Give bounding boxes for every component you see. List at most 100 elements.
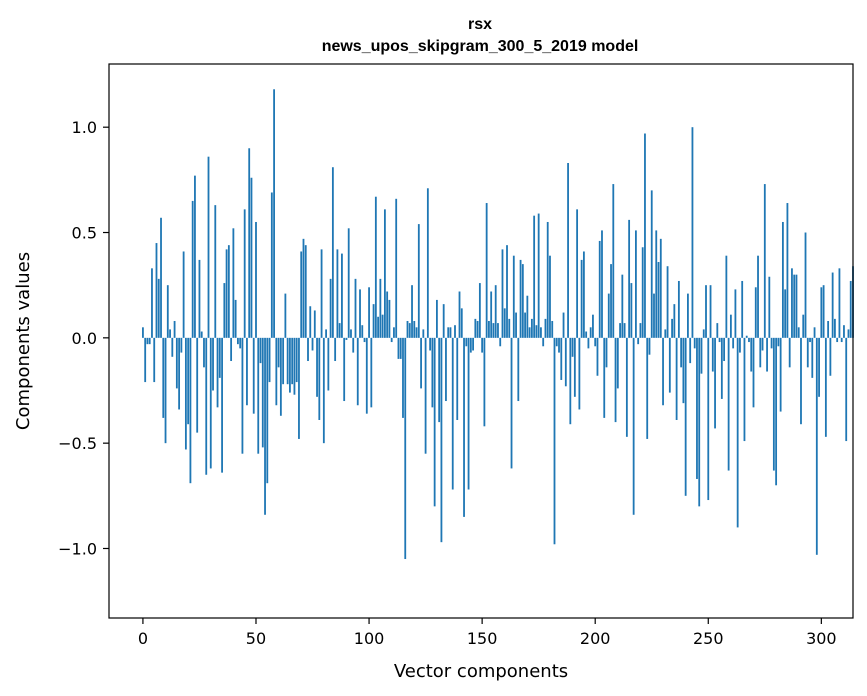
bar <box>426 188 429 338</box>
bar <box>230 337 233 362</box>
bar <box>451 337 454 490</box>
bar <box>155 243 158 338</box>
bar <box>791 268 793 338</box>
bar <box>736 337 739 528</box>
bar <box>232 228 235 338</box>
bar <box>781 221 784 338</box>
bar <box>415 327 418 338</box>
bar <box>463 337 465 517</box>
bar <box>675 337 678 420</box>
bar <box>214 205 217 338</box>
bar <box>684 337 687 496</box>
bar <box>632 337 635 515</box>
bar <box>316 337 318 397</box>
bar <box>402 337 404 418</box>
bar <box>526 295 529 338</box>
bar <box>732 337 735 349</box>
bar <box>205 337 208 475</box>
bar <box>142 327 144 338</box>
bar <box>757 255 759 338</box>
bar <box>257 337 260 454</box>
bar <box>589 327 592 338</box>
bar <box>266 337 269 484</box>
bar <box>562 312 565 338</box>
bar <box>146 337 149 345</box>
x-tick-label: 100 <box>354 629 385 648</box>
bar <box>395 198 398 338</box>
bar <box>393 327 395 338</box>
bar <box>840 337 843 343</box>
bar <box>594 337 597 347</box>
bar <box>843 325 845 338</box>
bar <box>569 337 572 425</box>
bar <box>521 264 524 338</box>
bar <box>705 285 707 338</box>
bar <box>420 337 422 389</box>
bar <box>691 127 694 338</box>
bar <box>533 215 536 338</box>
bar <box>386 291 389 338</box>
bar <box>743 337 746 442</box>
bar <box>169 329 171 338</box>
bar <box>784 289 787 338</box>
bar <box>485 203 488 338</box>
bar <box>612 184 615 338</box>
bar <box>813 327 816 338</box>
bar <box>592 314 594 338</box>
y-tick-label: 0.0 <box>72 329 97 348</box>
x-tick-label: 0 <box>138 629 148 648</box>
bar <box>551 320 554 338</box>
bar <box>447 327 450 338</box>
bar <box>788 337 791 368</box>
bar <box>820 287 823 338</box>
bar <box>370 337 373 408</box>
y-tick-label: −1.0 <box>58 539 97 558</box>
bar <box>148 337 151 345</box>
bar <box>413 320 416 338</box>
bar <box>576 209 579 338</box>
bar <box>564 337 567 387</box>
bar <box>449 327 452 338</box>
bar <box>361 325 364 338</box>
bar <box>171 337 174 357</box>
bar <box>693 337 696 349</box>
bar <box>166 285 169 338</box>
bar <box>748 337 750 343</box>
bar <box>614 337 617 423</box>
bar <box>194 175 196 338</box>
bar <box>553 337 556 545</box>
bar <box>377 316 380 338</box>
bar <box>578 337 581 410</box>
bar <box>752 337 755 408</box>
bar <box>560 337 563 380</box>
bar <box>847 329 850 338</box>
bar <box>786 203 789 338</box>
bar <box>374 196 377 338</box>
bar <box>687 293 689 338</box>
bar <box>227 245 230 338</box>
bar <box>456 337 459 420</box>
bar <box>383 209 386 338</box>
bar <box>318 337 321 420</box>
bar <box>160 217 162 338</box>
bar <box>680 337 683 368</box>
bar <box>343 337 346 402</box>
bar <box>454 325 456 338</box>
bar <box>212 337 214 391</box>
bar <box>777 337 780 347</box>
bar <box>282 337 285 385</box>
bar <box>605 337 608 368</box>
bar <box>630 283 633 338</box>
bar <box>793 274 796 338</box>
bar <box>698 337 701 507</box>
bar <box>494 285 497 338</box>
bar <box>334 337 337 362</box>
bar <box>829 337 832 376</box>
x-tick-label: 150 <box>467 629 498 648</box>
bar <box>508 318 511 338</box>
bar <box>476 320 479 338</box>
bar <box>320 249 323 338</box>
x-axis-label: Vector components <box>394 661 568 682</box>
y-tick-label: 0.5 <box>72 224 97 243</box>
